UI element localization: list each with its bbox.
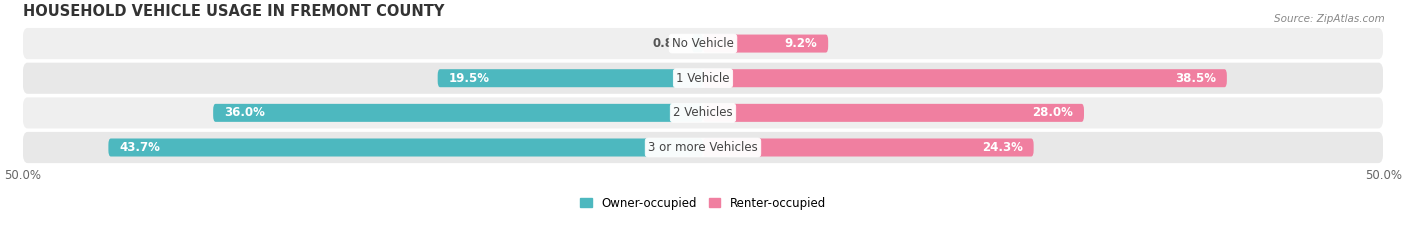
Text: 43.7%: 43.7%	[120, 141, 160, 154]
FancyBboxPatch shape	[703, 34, 828, 53]
Legend: Owner-occupied, Renter-occupied: Owner-occupied, Renter-occupied	[575, 192, 831, 215]
FancyBboxPatch shape	[437, 69, 703, 87]
FancyBboxPatch shape	[703, 104, 1084, 122]
Text: Source: ZipAtlas.com: Source: ZipAtlas.com	[1274, 14, 1385, 24]
FancyBboxPatch shape	[214, 104, 703, 122]
Text: 28.0%: 28.0%	[1032, 106, 1073, 119]
Text: 2 Vehicles: 2 Vehicles	[673, 106, 733, 119]
Text: 1 Vehicle: 1 Vehicle	[676, 72, 730, 85]
FancyBboxPatch shape	[22, 132, 1384, 163]
FancyBboxPatch shape	[22, 97, 1384, 128]
Text: 19.5%: 19.5%	[449, 72, 489, 85]
Text: 9.2%: 9.2%	[785, 37, 817, 50]
Text: HOUSEHOLD VEHICLE USAGE IN FREMONT COUNTY: HOUSEHOLD VEHICLE USAGE IN FREMONT COUNT…	[22, 4, 444, 19]
FancyBboxPatch shape	[692, 34, 703, 53]
Text: 24.3%: 24.3%	[981, 141, 1022, 154]
FancyBboxPatch shape	[703, 138, 1033, 157]
Text: No Vehicle: No Vehicle	[672, 37, 734, 50]
FancyBboxPatch shape	[22, 28, 1384, 59]
FancyBboxPatch shape	[22, 63, 1384, 94]
FancyBboxPatch shape	[108, 138, 703, 157]
Text: 3 or more Vehicles: 3 or more Vehicles	[648, 141, 758, 154]
Text: 0.8%: 0.8%	[652, 37, 685, 50]
FancyBboxPatch shape	[703, 69, 1227, 87]
Text: 38.5%: 38.5%	[1175, 72, 1216, 85]
Text: 36.0%: 36.0%	[224, 106, 264, 119]
